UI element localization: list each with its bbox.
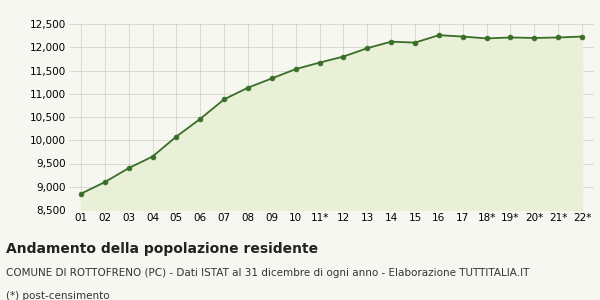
Text: (*) post-censimento: (*) post-censimento — [6, 291, 110, 300]
Text: Andamento della popolazione residente: Andamento della popolazione residente — [6, 242, 318, 256]
Text: COMUNE DI ROTTOFRENO (PC) - Dati ISTAT al 31 dicembre di ogni anno - Elaborazion: COMUNE DI ROTTOFRENO (PC) - Dati ISTAT a… — [6, 268, 529, 278]
